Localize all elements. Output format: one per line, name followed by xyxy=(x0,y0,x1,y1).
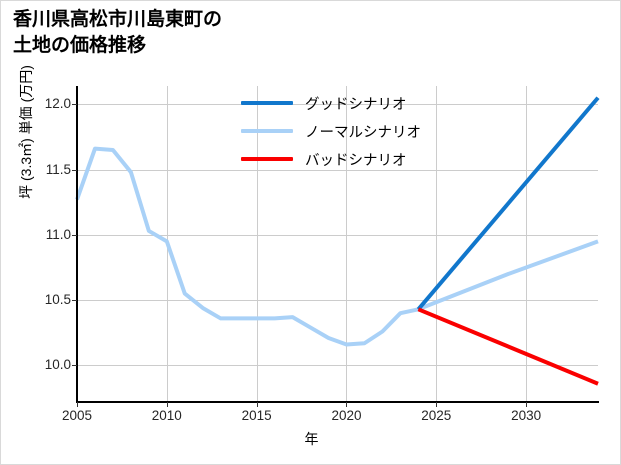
plot-area: 10.0 10.5 11.0 11.5 12.0 2005 2010 2015 2020 202… xyxy=(45,86,600,423)
x-axis-line xyxy=(76,401,599,403)
y-tick-mark xyxy=(72,235,77,236)
y-axis-label: 坪 (3.3㎡) 単価 (万円) xyxy=(18,65,34,199)
legend-item[interactable]: バッドシナリオ xyxy=(241,145,471,173)
y-tick-mark xyxy=(72,170,77,171)
page-title: 香川県高松市川島東町の 土地の価格推移 xyxy=(13,9,223,57)
legend-label: グッドシナリオ xyxy=(305,96,407,113)
y-axis-line xyxy=(76,86,78,402)
gridlines xyxy=(77,86,598,402)
x-tick-label: 2005 xyxy=(61,408,93,423)
y-tick-mark xyxy=(72,104,77,105)
legend-label: バッドシナリオ xyxy=(305,152,407,169)
chart-legend: グッドシナリオ ノーマルシナリオ バッドシナリオ xyxy=(241,89,471,173)
x-tick-label: 2020 xyxy=(331,408,362,423)
x-tick-mark xyxy=(436,402,437,407)
series-line xyxy=(416,96,600,311)
x-tick-mark xyxy=(526,402,527,407)
y-tick-mark xyxy=(72,300,77,301)
legend-swatch-icon xyxy=(241,157,293,161)
x-tick-label: 2030 xyxy=(511,408,542,423)
x-tick-label: 2025 xyxy=(421,408,452,423)
series-line xyxy=(75,146,599,347)
y-tick-label: 10.5 xyxy=(44,292,71,308)
x-tick-label: 2010 xyxy=(151,408,182,423)
y-tick-mark xyxy=(72,365,77,366)
y-tick-label: 11.0 xyxy=(45,226,71,242)
x-axis-label: 年 xyxy=(304,431,319,447)
y-tick-label: 11.5 xyxy=(45,161,71,177)
x-tick-mark xyxy=(257,402,258,407)
x-tick-mark xyxy=(346,402,347,407)
legend-label: ノーマルシナリオ xyxy=(305,124,421,141)
y-tick-label: 10.0 xyxy=(44,357,71,373)
series-lines xyxy=(75,96,600,386)
x-tick-label: 2015 xyxy=(241,408,272,423)
legend-swatch-icon xyxy=(241,101,293,105)
legend-item[interactable]: ノーマルシナリオ xyxy=(241,117,471,145)
legend-swatch-icon xyxy=(241,129,293,133)
legend-item[interactable]: グッドシナリオ xyxy=(241,89,471,117)
series-line xyxy=(417,307,599,386)
y-tick-label: 12.0 xyxy=(44,96,71,112)
x-tick-mark xyxy=(77,402,78,407)
x-tick-mark xyxy=(167,402,168,407)
